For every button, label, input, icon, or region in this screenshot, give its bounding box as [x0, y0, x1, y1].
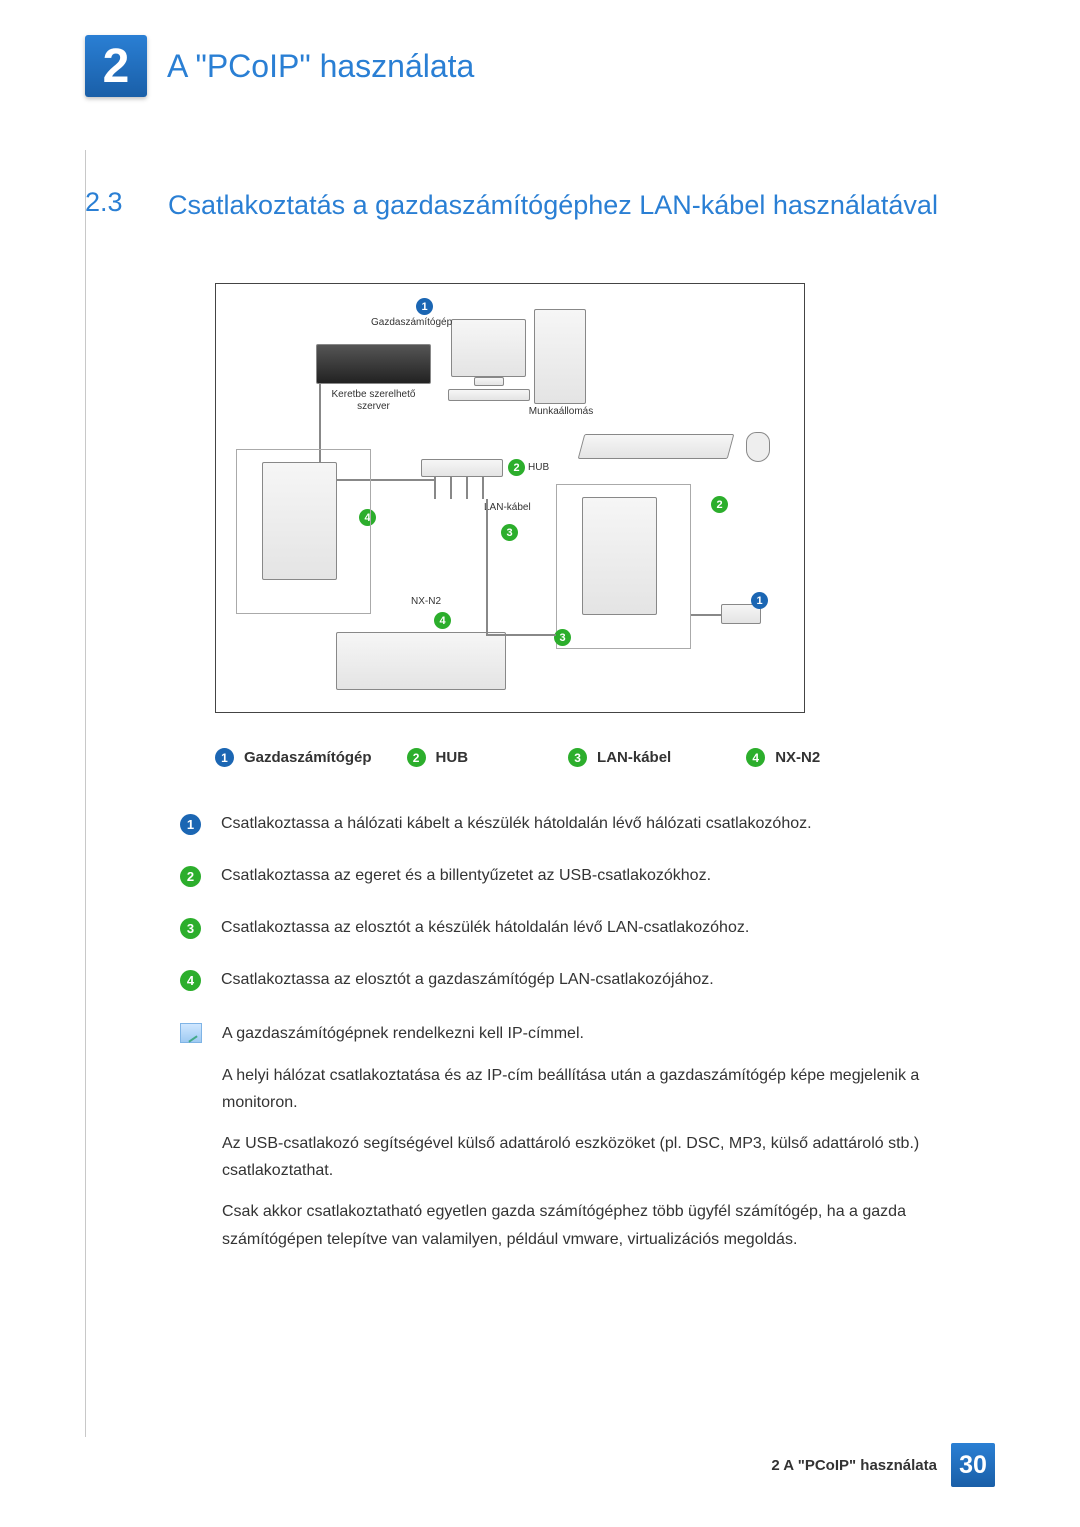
footer-text: 2 A "PCoIP" használata — [771, 1457, 937, 1474]
cable — [466, 477, 468, 499]
monitor-stand-icon — [474, 377, 504, 386]
mouse-icon — [746, 432, 770, 462]
step-item: 2 Csatlakoztassa az egeret és a billenty… — [180, 864, 995, 888]
step-text: Csatlakoztassa az elosztót a gazdaszámít… — [221, 968, 714, 992]
client-rear-icon — [336, 632, 506, 690]
tower-pc-icon — [534, 309, 586, 404]
client-right-outline — [556, 484, 691, 649]
diagram-callout-2b: 2 — [711, 496, 728, 513]
cable — [486, 499, 488, 634]
note-text: A gazdaszámítógépnek rendelkezni kell IP… — [222, 1020, 995, 1266]
legend-label: LAN-kábel — [597, 749, 671, 766]
rack-server-icon — [316, 344, 431, 384]
note-paragraph: Csak akkor csatlakoztatható egyetlen gaz… — [222, 1198, 995, 1252]
host-label: Gazdaszámítógép — [371, 317, 441, 329]
step-bullet: 3 — [180, 918, 201, 939]
note-paragraph: A helyi hálózat csatlakoztatása és az IP… — [222, 1062, 995, 1116]
client-left-outline — [236, 449, 371, 614]
cable — [486, 634, 556, 636]
nxn2-label: NX-N2 — [411, 596, 441, 608]
steps-list: 1 Csatlakoztassa a hálózati kábelt a kés… — [180, 812, 995, 992]
chapter-header: 2 A "PCoIP" használata — [85, 35, 995, 97]
legend-bullet-4: 4 — [746, 748, 765, 767]
keyboard-top-icon — [448, 389, 530, 401]
note-paragraph: A gazdaszámítógépnek rendelkezni kell IP… — [222, 1020, 995, 1047]
step-item: 3 Csatlakoztassa az elosztót a készülék … — [180, 916, 995, 940]
legend-item: 4 NX-N2 — [746, 748, 820, 767]
step-bullet: 1 — [180, 814, 201, 835]
note-paragraph: Az USB-csatlakozó segítségével külső ada… — [222, 1130, 995, 1184]
cable — [450, 477, 452, 499]
diagram-callout-1b: 1 — [751, 592, 768, 609]
left-rule — [85, 150, 86, 1437]
diagram-callout-2-hub: 2 — [508, 459, 525, 476]
lan-cable-label: LAN-kábel — [484, 502, 531, 514]
step-bullet: 2 — [180, 866, 201, 887]
diagram-callout-1-host: 1 — [416, 298, 433, 315]
rack-server-label: Keretbe szerelhető szerver — [316, 389, 431, 412]
legend-bullet-2: 2 — [407, 748, 426, 767]
diagram-container: Keretbe szerelhető szerver Munkaállomás … — [215, 283, 995, 713]
page-number: 30 — [951, 1443, 995, 1487]
page: 2 A "PCoIP" használata 2.3 Csatlakoztatá… — [0, 0, 1080, 1527]
legend-item: 2 HUB — [407, 748, 469, 767]
page-footer: 2 A "PCoIP" használata 30 — [771, 1443, 995, 1487]
legend-item: 1 Gazdaszámítógép — [215, 748, 372, 767]
step-bullet: 4 — [180, 970, 201, 991]
diagram-callout-4b: 4 — [434, 612, 451, 629]
thin-client-left-icon — [262, 462, 337, 580]
legend-bullet-3: 3 — [568, 748, 587, 767]
note-icon — [180, 1023, 202, 1043]
cable — [482, 477, 484, 499]
chapter-number-box: 2 — [85, 35, 147, 97]
step-text: Csatlakoztassa az elosztót a készülék há… — [221, 916, 749, 940]
legend: 1 Gazdaszámítógép 2 HUB 3 LAN-kábel 4 NX… — [215, 748, 995, 767]
legend-label: HUB — [436, 749, 469, 766]
note-block: A gazdaszámítógépnek rendelkezni kell IP… — [180, 1020, 995, 1266]
step-item: 1 Csatlakoztassa a hálózati kábelt a kés… — [180, 812, 995, 836]
section-title: Csatlakoztatás a gazdaszámítógéphez LAN-… — [168, 187, 938, 223]
hub-label: HUB — [528, 462, 549, 474]
step-item: 4 Csatlakoztassa az elosztót a gazdaszám… — [180, 968, 995, 992]
legend-item: 3 LAN-kábel — [568, 748, 671, 767]
diagram-callout-3a: 3 — [501, 524, 518, 541]
chapter-title: A "PCoIP" használata — [167, 48, 474, 85]
section-heading: 2.3 Csatlakoztatás a gazdaszámítógéphez … — [85, 187, 995, 223]
legend-bullet-1: 1 — [215, 748, 234, 767]
step-text: Csatlakoztassa a hálózati kábelt a készü… — [221, 812, 812, 836]
cable — [434, 477, 436, 499]
legend-label: Gazdaszámítógép — [244, 749, 372, 766]
keyboard-right-icon — [578, 434, 735, 459]
legend-label: NX-N2 — [775, 749, 820, 766]
section-number: 2.3 — [85, 187, 140, 223]
hub-icon — [421, 459, 503, 477]
workstation-label: Munkaállomás — [516, 406, 606, 418]
thin-client-right-icon — [582, 497, 657, 615]
cable — [691, 614, 721, 616]
monitor-icon — [451, 319, 526, 377]
connection-diagram: Keretbe szerelhető szerver Munkaállomás … — [215, 283, 805, 713]
step-text: Csatlakoztassa az egeret és a billentyűz… — [221, 864, 711, 888]
